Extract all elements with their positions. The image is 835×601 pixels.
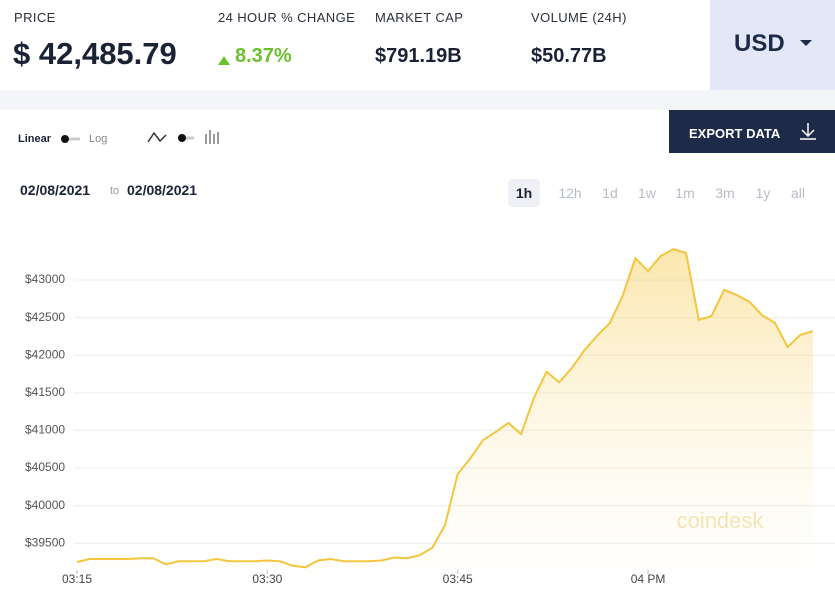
y-tick-label: $42000 (25, 347, 65, 361)
x-tick-label: 03:30 (252, 572, 282, 586)
change: 8.37% (235, 45, 292, 67)
market-cap: $791.19B (375, 45, 462, 67)
chart-type-toggle[interactable] (146, 128, 221, 148)
stat-label: VOLUME (24H) (531, 10, 627, 25)
y-tick-label: $40000 (25, 498, 65, 512)
y-tick-label: $41000 (25, 423, 65, 437)
y-tick-label: $43000 (25, 272, 65, 286)
stat-label: MARKET CAP (375, 10, 464, 25)
scale-toggle[interactable] (60, 134, 82, 144)
date-from[interactable]: 02/08/2021 (20, 182, 91, 198)
export-label: EXPORT DATA (689, 126, 781, 141)
date-sep: to (110, 185, 120, 197)
download-icon (800, 123, 816, 140)
y-tick-label: $41500 (25, 385, 65, 399)
x-tick-label: 03:45 (443, 572, 473, 586)
stat-label: PRICE (14, 10, 56, 25)
price: $ 42,485.79 (13, 36, 177, 71)
currency-select[interactable]: USD (710, 0, 835, 90)
currency: USD (734, 30, 785, 57)
volume: $50.77B (531, 45, 607, 67)
range-button[interactable]: 12h (558, 185, 582, 201)
y-tick-label: $40500 (25, 460, 65, 474)
area (77, 249, 813, 574)
scale-linear[interactable]: Linear (18, 133, 52, 145)
x-tick-label: 03:15 (62, 572, 92, 586)
scale-log[interactable]: Log (89, 133, 108, 145)
up-arrow (218, 56, 230, 65)
range-button[interactable]: all (790, 185, 805, 201)
stat-label: 24 HOUR % CHANGE (218, 10, 356, 25)
date-to[interactable]: 02/08/2021 (127, 182, 198, 198)
range-button[interactable]: 3m (715, 185, 735, 201)
range-button[interactable]: 1d (602, 185, 618, 201)
range-button[interactable]: 1w (638, 185, 656, 201)
range-button[interactable]: 1m (675, 185, 695, 201)
x-tick-label: 04 PM (631, 572, 666, 586)
caret (800, 40, 812, 46)
y-tick-label: $42500 (25, 310, 65, 324)
price-line (76, 248, 814, 569)
y-tick-label: $39500 (25, 535, 65, 549)
divider (0, 90, 835, 110)
range-button[interactable]: 1h (508, 179, 540, 207)
export-button[interactable]: EXPORT DATA (669, 110, 835, 153)
range-button[interactable]: 1y (755, 185, 771, 201)
